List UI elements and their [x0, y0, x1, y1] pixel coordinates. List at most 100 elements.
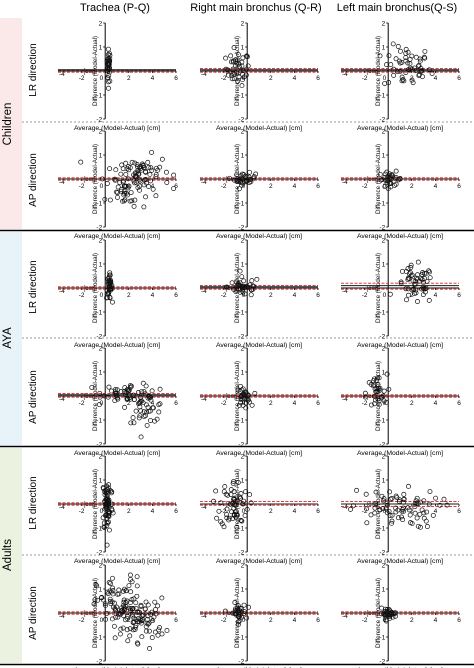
ytick-label-r0c2-1: 1: [382, 45, 386, 52]
data-point-r5c0-65: [110, 575, 115, 581]
data-point-r3c0-78: [144, 422, 150, 428]
xtick-label-r2c2-4: 6: [457, 292, 461, 299]
data-point-r1c1-28: [234, 172, 240, 178]
data-point-r1c0-35: [135, 168, 141, 173]
data-point-r3c0-48: [101, 393, 107, 399]
data-point-r5c0-10: [127, 626, 133, 632]
data-point-r5c0-111: [144, 620, 150, 626]
data-point-r5c1-29: [235, 622, 241, 627]
data-point-r5c0-139: [146, 620, 152, 626]
data-point-r3c0-49: [124, 387, 130, 393]
data-point-r1c0-51: [112, 177, 118, 183]
data-point-r0c2-23: [390, 41, 396, 47]
data-point-r0c2-30: [410, 80, 416, 86]
data-point-r5c0-28: [134, 574, 140, 580]
data-point-r3c0-81: [148, 394, 153, 400]
data-point-r5c2-15: [379, 605, 385, 611]
data-point-r3c2-32: [366, 380, 372, 386]
data-point-r1c0-47: [150, 186, 156, 192]
data-point-r4c1-3: [230, 480, 236, 486]
xtick-label-zero-r2c0: 0: [100, 292, 104, 299]
xtick-label-r1c1-0: -2: [221, 183, 227, 190]
ytick-label-r4c0-0: 2: [99, 454, 103, 461]
ytick-label-r2c2-1: 1: [382, 262, 386, 269]
data-point-r5c2-34: [382, 612, 388, 618]
data-point-r3c0-58: [138, 408, 144, 414]
data-point-r4c0-64: [108, 490, 114, 496]
data-point-r1c2-24: [387, 180, 393, 186]
data-point-r5c0-56: [106, 580, 112, 585]
ytick-label-r1c1-1: 1: [241, 153, 245, 160]
data-point-r4c1-49: [231, 489, 237, 494]
xtick-label-r0c2-4: 6: [457, 75, 461, 82]
xtick-label-r5c1-0: -2: [221, 617, 227, 624]
xtick-label-min-r2c0: -4: [59, 288, 65, 295]
data-point-r4c2-40: [396, 499, 402, 504]
xtick-label-r1c2-0: -2: [362, 183, 368, 190]
data-point-r4c2-11: [414, 495, 420, 501]
data-point-r4c1-58: [232, 512, 237, 518]
data-point-r5c0-43: [127, 572, 133, 578]
ylabel-unit-r0c1: [cm]: [226, 68, 238, 75]
data-point-r1c0-48: [147, 172, 153, 177]
ytick-label-r1c1-3: -2: [238, 225, 244, 232]
data-point-r5c0-19: [112, 635, 118, 641]
data-point-r1c0-75: [131, 203, 137, 209]
data-point-r4c2-76: [364, 506, 369, 512]
data-point-r1c0-29: [99, 176, 105, 182]
xtick-label-min-r0c0: -4: [59, 71, 65, 78]
ylabel-r0c2: Difference (Model-Actual): [375, 36, 382, 106]
data-point-r5c0-99: [130, 627, 136, 633]
data-point-r0c0-33: [106, 61, 112, 67]
xtick-label-r3c1-4: 6: [316, 400, 320, 407]
xtick-label-r2c1-3: 4: [293, 292, 297, 299]
row-label-adults-ap: AP direction: [28, 586, 39, 640]
data-point-r2c1-28: [237, 280, 243, 286]
data-point-r3c0-43: [128, 396, 133, 402]
ytick-label-r3c1-0: 2: [241, 346, 245, 353]
data-point-r1c0-88: [146, 184, 152, 189]
data-point-r5c0-46: [134, 593, 140, 599]
data-point-r3c0-3: [97, 394, 103, 400]
data-point-r1c2-9: [377, 171, 383, 177]
data-point-r4c1-42: [247, 492, 253, 498]
ytick-label-r1c2-1: 1: [382, 153, 386, 160]
data-point-r3c0-45: [127, 383, 133, 388]
data-point-r3c1-28: [240, 402, 246, 408]
data-point-r3c0-53: [133, 408, 139, 414]
data-point-r4c1-59: [224, 512, 230, 518]
data-point-r3c0-25: [89, 385, 95, 390]
data-point-r3c0-23: [109, 388, 114, 394]
data-point-r5c1-11: [232, 600, 238, 605]
data-point-r3c2-5: [368, 402, 374, 408]
data-point-r0c1-20: [244, 53, 250, 59]
data-point-r5c0-16: [104, 611, 110, 616]
data-point-r5c0-5: [133, 600, 139, 606]
data-point-r0c1-39: [240, 77, 245, 83]
data-point-r3c0-5: [114, 393, 120, 399]
ylabel-r0c0: Difference (Model-Actual): [92, 36, 99, 106]
ytick-label-r2c0-1: 1: [99, 262, 103, 269]
ytick-label-r0c2-3: -2: [379, 117, 385, 124]
data-point-r3c0-35: [127, 395, 132, 401]
xtick-label-r0c2-2: 2: [410, 75, 414, 82]
data-point-r2c0-39: [106, 290, 112, 296]
ytick-label-r3c2-0: 2: [382, 346, 386, 353]
data-point-r2c1-35: [239, 274, 245, 280]
data-point-r2c1-39: [254, 276, 260, 282]
data-point-r0c2-8: [399, 78, 405, 84]
xtick-label-r4c1-3: 4: [293, 508, 297, 515]
xtick-label-r4c2-0: -2: [362, 508, 368, 515]
xtick-label-r2c2-3: 4: [434, 292, 438, 299]
ytick-label-r0c1-3: -2: [238, 117, 244, 124]
xlabel-r1c0: Average (Model-Actual) [cm]: [74, 233, 160, 240]
data-point-r4c2-51: [401, 491, 407, 497]
ytick-label-r4c1-0: 2: [241, 454, 245, 461]
data-point-r2c2-22: [420, 285, 426, 291]
xtick-label-min-r2c1: -4: [201, 288, 207, 295]
ytick-label-r2c1-0: 2: [241, 238, 245, 245]
data-point-r1c0-36: [153, 172, 159, 178]
data-point-r5c0-49: [111, 600, 117, 606]
data-point-r5c0-12: [95, 597, 101, 603]
xtick-label-r3c1-3: 4: [293, 400, 297, 407]
